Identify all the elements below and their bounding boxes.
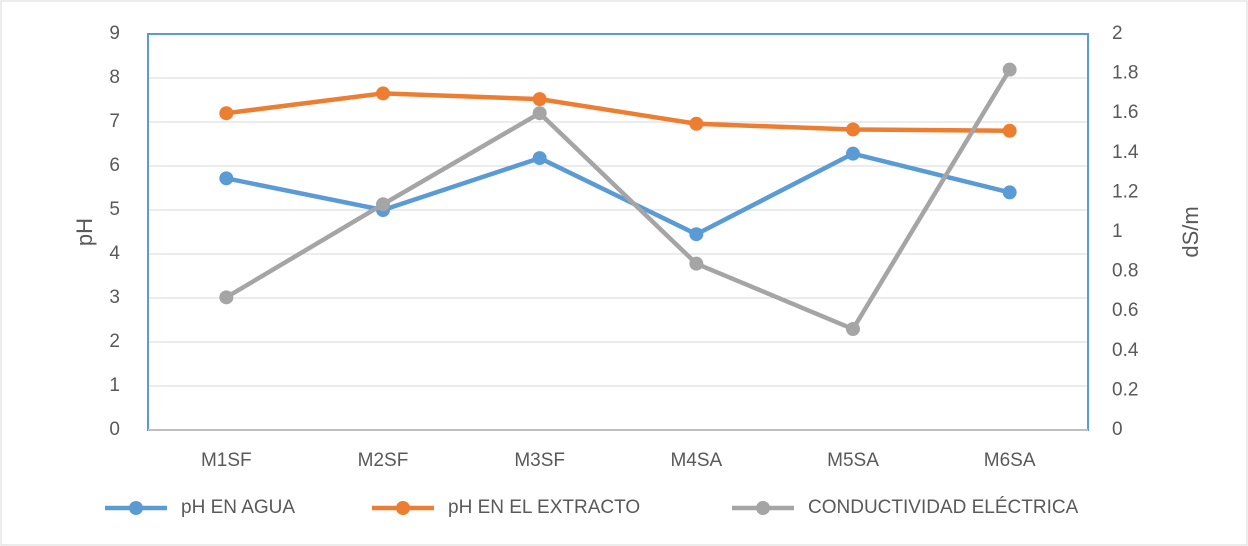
y-tick-label: 9 — [109, 23, 120, 44]
y2-tick-label: 2 — [1112, 23, 1123, 44]
series-marker — [219, 290, 234, 305]
y-tick-label: 4 — [109, 243, 120, 264]
x-tick-label: M4SA — [670, 450, 722, 471]
series-marker — [532, 106, 547, 121]
x-tick-label: M1SF — [201, 450, 252, 471]
series-line — [226, 91, 1010, 134]
series-marker — [219, 171, 234, 186]
y-tick-label: 8 — [109, 67, 120, 88]
legend-marker — [129, 501, 143, 515]
series-marker — [689, 256, 704, 271]
series-marker — [846, 146, 860, 161]
y-tick-label: 6 — [109, 155, 120, 176]
series-marker — [532, 151, 547, 166]
x-tick-label: M6SA — [984, 450, 1036, 471]
legend-marker — [396, 501, 410, 515]
series-line — [225, 151, 1011, 237]
y2-tick-label: 0.8 — [1112, 261, 1138, 282]
legend-marker — [756, 501, 770, 515]
series-marker — [1002, 62, 1017, 77]
x-tick-label: M2SF — [358, 450, 409, 471]
y2-tick-label: 1.2 — [1112, 181, 1138, 202]
y2-tick-label: 1.8 — [1112, 63, 1138, 84]
y-tick-label: 7 — [109, 111, 120, 132]
y2-tick-label: 1.6 — [1112, 102, 1138, 123]
legend-label: CONDUCTIVIDAD ELÉCTRICA — [808, 497, 1079, 518]
series-line — [225, 68, 1012, 332]
y-tick-label: 5 — [109, 199, 120, 220]
series-marker — [376, 86, 390, 101]
y2-tick-label: 1.4 — [1112, 142, 1139, 163]
series-marker — [532, 92, 547, 107]
series-marker — [846, 322, 860, 337]
series-marker — [1002, 123, 1017, 138]
y-tick-label: 0 — [109, 419, 120, 440]
y2-axis-label: dS/m — [1178, 206, 1203, 257]
x-tick-label: M3SF — [514, 450, 565, 471]
y-tick-label: 3 — [109, 287, 120, 308]
series-marker — [689, 116, 704, 131]
series-marker — [219, 106, 234, 121]
y2-tick-label: 0.6 — [1112, 300, 1138, 321]
legend-label: pH EN EL EXTRACTO — [448, 497, 640, 518]
y-tick-label: 2 — [109, 331, 120, 352]
y2-tick-label: 1 — [1112, 221, 1123, 242]
y-tick-label: 1 — [109, 375, 120, 396]
y2-tick-label: 0 — [1112, 419, 1123, 440]
y-axis-label: pH — [72, 218, 97, 246]
series-marker — [689, 227, 704, 242]
series-marker — [376, 197, 390, 212]
y2-tick-label: 0.4 — [1112, 340, 1139, 361]
y2-tick-label: 0.2 — [1112, 379, 1138, 400]
legend-label: pH EN AGUA — [181, 497, 295, 518]
series-marker — [846, 122, 860, 137]
x-tick-label: M5SA — [827, 450, 879, 471]
series-marker — [1002, 185, 1017, 200]
